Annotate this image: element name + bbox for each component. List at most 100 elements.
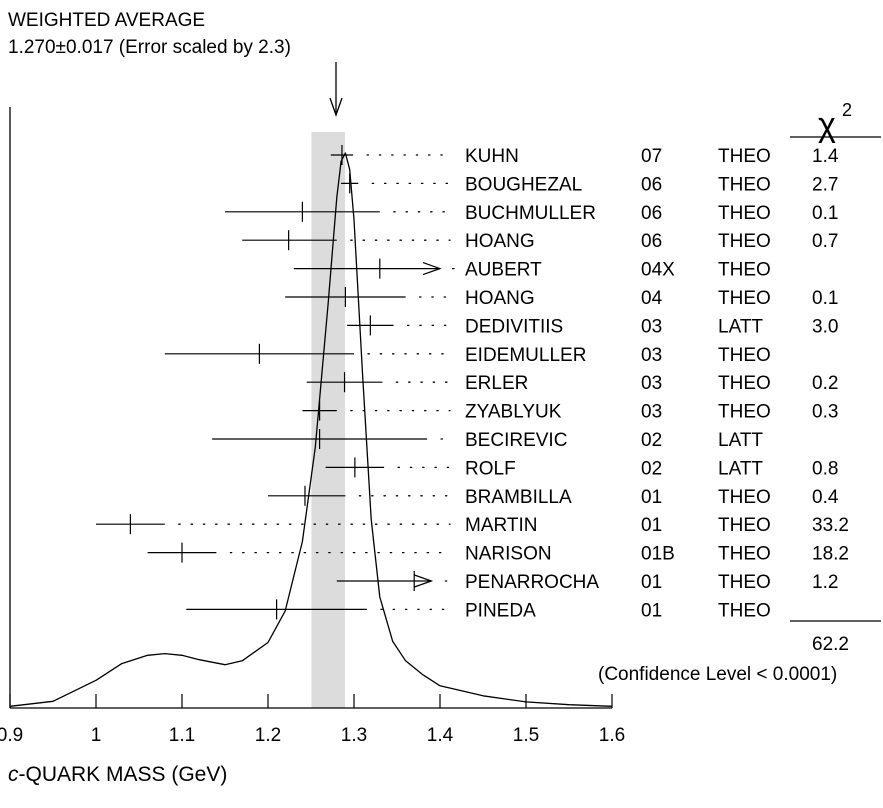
measurement-row bbox=[225, 201, 451, 222]
measurement-author: ERLER bbox=[465, 373, 528, 394]
measurement-year: 06 bbox=[641, 231, 662, 252]
measurement-year: 01 bbox=[641, 572, 662, 593]
measurement-year: 01 bbox=[641, 515, 662, 536]
measurement-author: BRAMBILLA bbox=[465, 487, 572, 508]
measurement-author: PENARROCHA bbox=[465, 572, 599, 593]
measurement-labels-layer: KUHN 07 THEO 1.4 BOUGHEZAL 06 THEO 2.7 BUCHMULLE… bbox=[465, 146, 849, 621]
x-tick-label: 1.1 bbox=[169, 725, 195, 746]
measurement-author: ZYABLYUK bbox=[465, 402, 562, 423]
x-tick-label: 1.3 bbox=[341, 725, 367, 746]
measurement-chi2: 0.7 bbox=[812, 231, 838, 252]
measurement-author: NARISON bbox=[465, 544, 552, 565]
chi2-total: 62.2 bbox=[812, 634, 849, 655]
measurement-row bbox=[268, 485, 451, 506]
measurement-method: LATT bbox=[718, 430, 763, 451]
measurement-author: KUHN bbox=[465, 146, 519, 167]
measurement-author: BECIREVIC bbox=[465, 430, 567, 451]
measurement-chi2: 33.2 bbox=[812, 515, 849, 536]
chi2-exponent: 2 bbox=[842, 100, 852, 120]
measurement-year: 02 bbox=[641, 458, 662, 479]
measurement-chi2: 0.1 bbox=[812, 203, 838, 224]
measurement-method: LATT bbox=[718, 316, 763, 337]
arrow-head-icon bbox=[414, 574, 434, 588]
measurement-row bbox=[306, 372, 451, 393]
measurement-method: THEO bbox=[718, 487, 771, 508]
ideogram-curve-layer bbox=[9, 152, 613, 707]
measurement-row bbox=[96, 514, 451, 535]
measurement-row bbox=[293, 258, 455, 279]
measurement-method: LATT bbox=[718, 458, 763, 479]
measurement-year: 01 bbox=[641, 600, 662, 621]
arrow-head-icon bbox=[422, 262, 442, 276]
measurement-method: THEO bbox=[718, 203, 771, 224]
measurement-method: THEO bbox=[718, 572, 771, 593]
measurement-year: 06 bbox=[641, 174, 662, 195]
x-tick-label: 1.4 bbox=[427, 725, 454, 746]
measurement-row bbox=[347, 315, 451, 336]
measurement-chi2: 1.2 bbox=[812, 572, 838, 593]
chart-title-line2: 1.270±0.017 (Error scaled by 2.3) bbox=[8, 37, 291, 58]
x-tick-label: 1 bbox=[91, 725, 102, 746]
measurement-row bbox=[330, 145, 451, 165]
measurement-chi2: 18.2 bbox=[812, 544, 849, 565]
measurement-chi2: 0.8 bbox=[812, 458, 838, 479]
measurement-method: THEO bbox=[718, 260, 771, 281]
measurement-year: 03 bbox=[641, 402, 662, 423]
measurement-chi2: 0.3 bbox=[812, 402, 838, 423]
measurement-year: 03 bbox=[641, 316, 662, 337]
measurement-method: THEO bbox=[718, 174, 771, 195]
measurement-year: 03 bbox=[641, 373, 662, 394]
measurement-author: DEDIVITIIS bbox=[465, 316, 563, 337]
measurement-year: 03 bbox=[641, 345, 662, 366]
x-tick-label: 1.5 bbox=[513, 725, 539, 746]
confidence-level-note: (Confidence Level < 0.0001) bbox=[598, 664, 837, 685]
measurement-author: BUCHMULLER bbox=[465, 203, 596, 224]
chart-title-line1: WEIGHTED AVERAGE bbox=[8, 10, 205, 31]
measurement-method: THEO bbox=[718, 146, 771, 167]
x-tick-label: 1.2 bbox=[255, 725, 281, 746]
measurement-method: THEO bbox=[718, 373, 771, 394]
measurement-author: BOUGHEZAL bbox=[465, 174, 582, 195]
measurement-year: 04 bbox=[641, 288, 663, 309]
average-band-layer bbox=[311, 132, 346, 708]
measurement-chi2: 3.0 bbox=[812, 316, 838, 337]
measurement-chi2: 0.4 bbox=[812, 487, 839, 508]
measurement-row bbox=[186, 599, 451, 620]
x-axis: 0.9 1 1.1 1.2 1.3 1.4 1.5 1.6 bbox=[0, 107, 625, 746]
ideogram-curve bbox=[9, 152, 613, 707]
measurement-author: MARTIN bbox=[465, 515, 537, 536]
measurement-chi2: 0.2 bbox=[812, 373, 838, 394]
measurement-row bbox=[285, 287, 451, 307]
measurement-method: THEO bbox=[718, 544, 771, 565]
measurement-year: 01 bbox=[641, 487, 662, 508]
measurement-method: THEO bbox=[718, 515, 771, 536]
measurement-row bbox=[242, 230, 451, 251]
measurement-method: THEO bbox=[718, 231, 771, 252]
measurement-method: THEO bbox=[718, 288, 771, 309]
measurements-layer bbox=[96, 145, 455, 620]
measurement-year: 06 bbox=[641, 203, 662, 224]
measurement-row bbox=[336, 571, 451, 591]
measurement-row bbox=[147, 542, 451, 563]
measurement-chi2: 2.7 bbox=[812, 174, 838, 195]
measurement-method: THEO bbox=[718, 600, 771, 621]
measurement-row bbox=[212, 429, 451, 449]
x-axis-label-text: -QUARK MASS (GeV) bbox=[19, 763, 228, 786]
measurement-author: HOANG bbox=[465, 231, 535, 252]
measurement-year: 04X bbox=[641, 260, 675, 281]
measurement-method: THEO bbox=[718, 345, 771, 366]
measurement-year: 07 bbox=[641, 146, 662, 167]
chi2-header: χ bbox=[818, 106, 836, 144]
measurement-row bbox=[341, 173, 451, 194]
x-axis-label: c-QUARK MASS (GeV) bbox=[8, 763, 227, 786]
measurement-row bbox=[325, 457, 451, 478]
measurement-chi2: 0.1 bbox=[812, 288, 838, 309]
measurement-row bbox=[164, 343, 451, 364]
measurement-year: 01B bbox=[641, 544, 675, 565]
measurement-row bbox=[302, 400, 451, 421]
measurement-author: ROLF bbox=[465, 458, 516, 479]
measurement-author: PINEDA bbox=[465, 600, 536, 621]
measurement-author: HOANG bbox=[465, 288, 535, 309]
x-axis-label-symbol: c bbox=[8, 763, 19, 786]
